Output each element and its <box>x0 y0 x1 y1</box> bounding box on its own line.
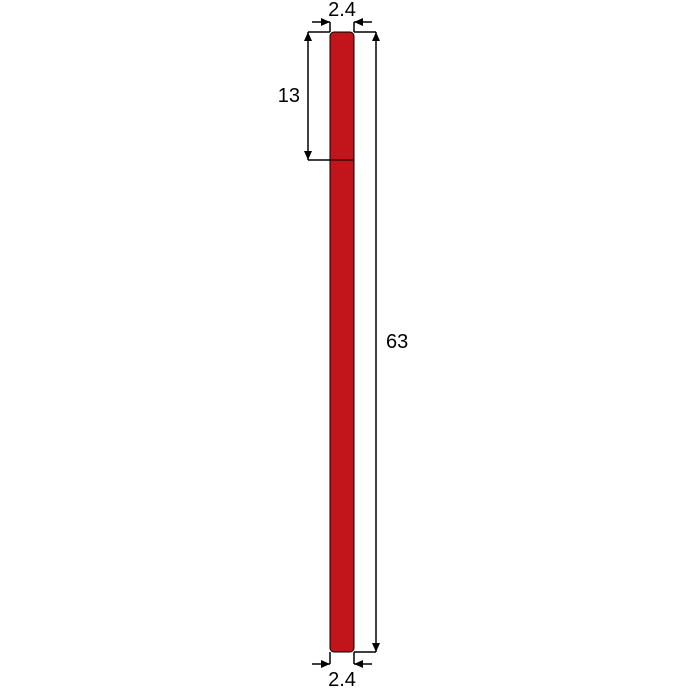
dim-total-label: 63 <box>386 331 408 353</box>
dim-segment-height <box>304 32 330 160</box>
dim-top-label: 2.4 <box>328 0 356 21</box>
dim-total-height <box>354 32 380 652</box>
dim-segment-label: 13 <box>278 85 300 107</box>
dim-bottom-label: 2.4 <box>328 669 356 691</box>
bar-shape <box>330 32 354 652</box>
dim-bottom-width <box>312 652 372 668</box>
dimension-diagram: 2.4 2.4 13 63 <box>0 0 691 691</box>
